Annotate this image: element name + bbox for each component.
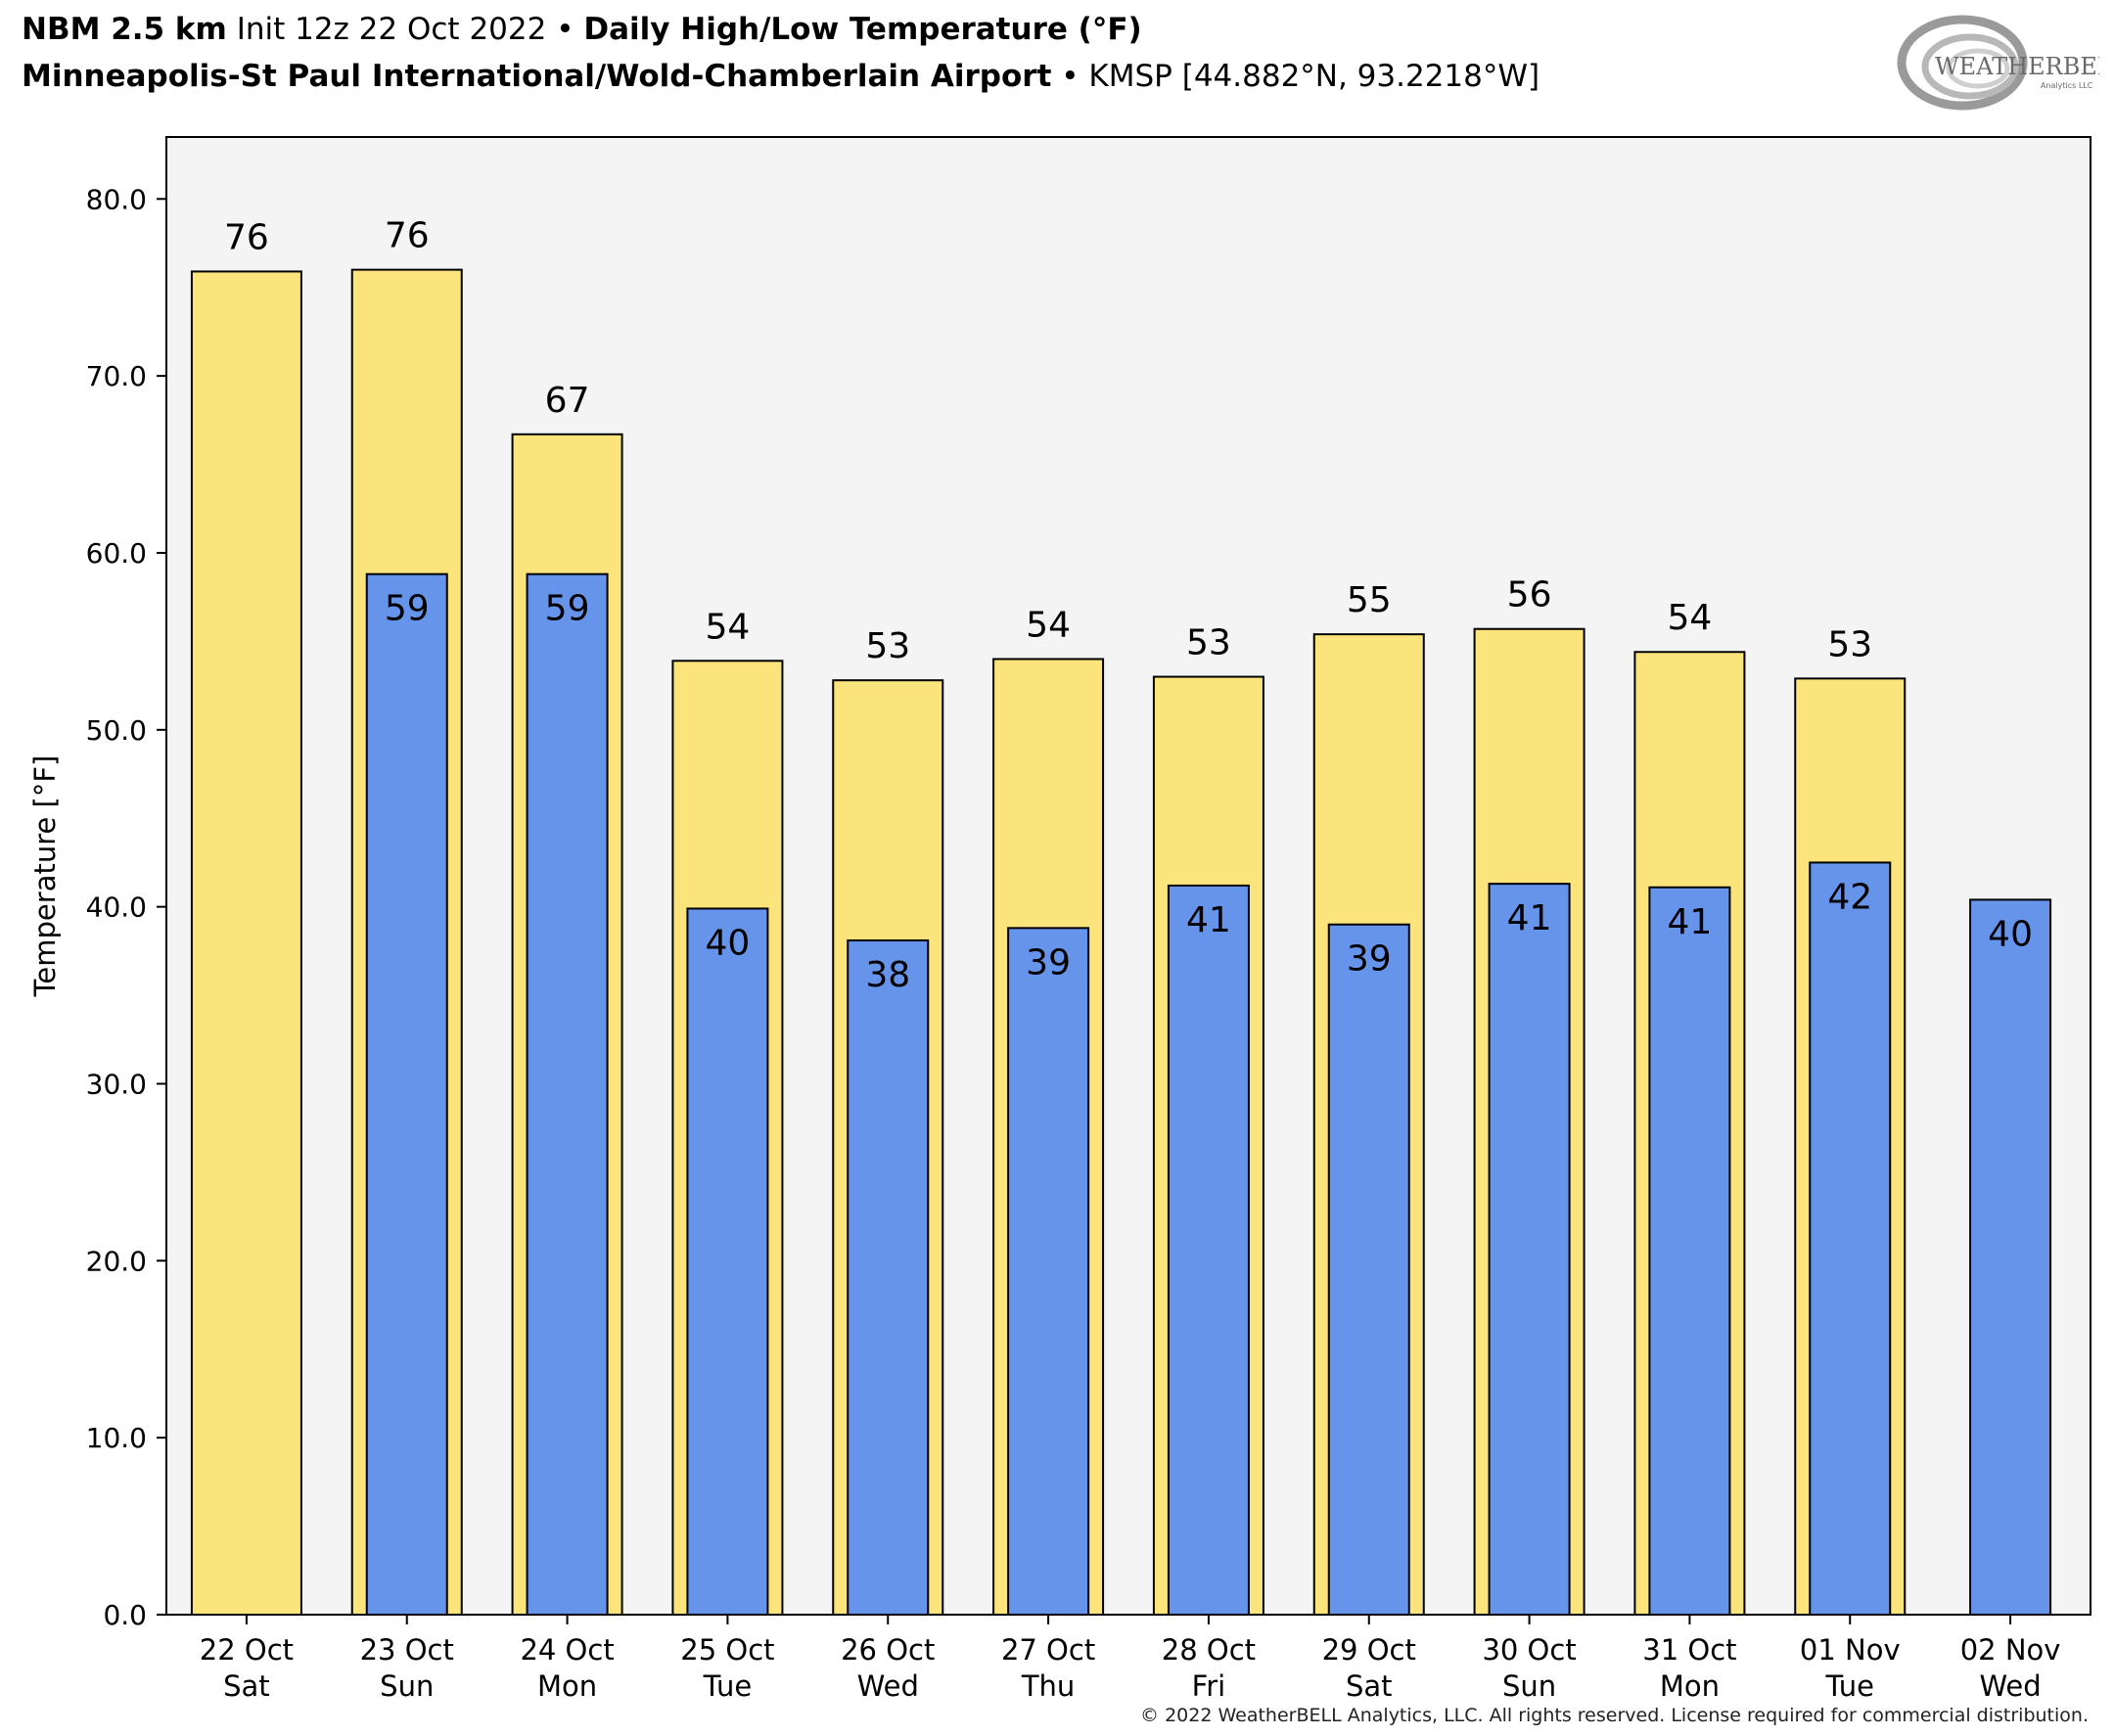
y-tick-label: 50.0 [86, 714, 147, 747]
x-tick-label-day: Thu [1021, 1669, 1075, 1703]
x-tick-label-date: 31 Oct [1642, 1633, 1736, 1667]
subtitle-separator: • [1061, 59, 1080, 94]
copyright-notice: © 2022 WeatherBELL Analytics, LLC. All r… [1140, 1705, 2089, 1726]
svg-text:Analytics LLC: Analytics LLC [2041, 81, 2093, 90]
plot-frame [165, 136, 2091, 1616]
x-tick-label-day: Sat [1346, 1669, 1393, 1703]
low-value-label: 42 [1827, 877, 1872, 917]
y-tick-label: 40.0 [86, 891, 147, 924]
product-name: Daily High/Low Temperature (°F) [583, 12, 1142, 47]
y-tick-label: 60.0 [86, 537, 147, 570]
x-tick-label-day: Mon [537, 1669, 597, 1703]
chart-title: NBM 2.5 km Init 12z 22 Oct 2022 • Daily … [22, 12, 1142, 47]
x-tick-label-day: Sun [380, 1669, 434, 1703]
high-value-label: 53 [1827, 624, 1872, 664]
y-tick-label: 20.0 [86, 1245, 147, 1277]
x-tick-label-date: 27 Oct [1001, 1633, 1095, 1667]
low-value-label: 41 [1186, 900, 1231, 940]
x-tick-label-date: 30 Oct [1482, 1633, 1576, 1667]
low-bar [1007, 927, 1090, 1616]
low-value-label: 59 [385, 589, 430, 629]
y-tick-label: 10.0 [86, 1422, 147, 1454]
low-value-label: 41 [1668, 902, 1713, 942]
low-bar [847, 939, 930, 1616]
init-time: Init 12z 22 Oct 2022 [236, 12, 547, 47]
x-tick-label-day: Wed [1979, 1669, 2041, 1703]
x-tick-label-date: 23 Oct [360, 1633, 454, 1667]
x-tick-label-date: 29 Oct [1322, 1633, 1416, 1667]
high-value-label: 56 [1507, 575, 1552, 616]
svg-text:WEATHERBELL: WEATHERBELL [1935, 53, 2099, 80]
high-value-label: 55 [1347, 580, 1392, 620]
low-bar [1809, 861, 1892, 1616]
station-info: KMSP [44.882°N, 93.2218°W] [1088, 59, 1540, 94]
y-tick-label: 80.0 [86, 183, 147, 215]
model-name: NBM 2.5 km [22, 12, 227, 47]
low-value-label: 40 [1988, 914, 2033, 954]
high-value-label: 54 [1026, 605, 1071, 645]
low-bar [686, 907, 769, 1616]
station-name: Minneapolis-St Paul International/Wold-C… [22, 59, 1052, 94]
x-tick-label-day: Sun [1502, 1669, 1556, 1703]
high-value-label: 67 [545, 381, 590, 421]
x-tick-label-date: 24 Oct [520, 1633, 614, 1667]
low-value-label: 59 [545, 589, 590, 629]
high-value-label: 54 [1668, 598, 1713, 638]
low-bar [1648, 886, 1731, 1616]
x-tick-label-date: 25 Oct [680, 1633, 774, 1667]
x-tick-label-day: Tue [1824, 1669, 1874, 1703]
y-axis-label: Temperature [°F] [28, 755, 62, 998]
plot-area [166, 137, 2091, 1615]
y-tick-label: 30.0 [86, 1068, 147, 1100]
high-value-label: 54 [706, 607, 751, 647]
x-tick-label-date: 01 Nov [1800, 1633, 1901, 1667]
low-bar [1969, 898, 2052, 1616]
x-tick-label-day: Wed [857, 1669, 919, 1703]
chart-subtitle: Minneapolis-St Paul International/Wold-C… [22, 59, 1540, 94]
y-tick-label: 0.0 [103, 1599, 147, 1631]
low-value-label: 39 [1026, 942, 1071, 982]
high-value-label: 76 [224, 217, 269, 257]
high-value-label: 53 [1186, 623, 1231, 663]
low-bar [1327, 923, 1410, 1616]
weatherbell-logo: WEATHERBELL Analytics LLC [1897, 15, 2099, 111]
high-value-label: 53 [865, 626, 910, 666]
x-tick-label-day: Mon [1660, 1669, 1720, 1703]
x-tick-label-day: Tue [703, 1669, 753, 1703]
high-value-label: 76 [385, 216, 430, 256]
x-tick-label-day: Sat [223, 1669, 270, 1703]
low-value-label: 41 [1507, 898, 1552, 938]
low-bar [1167, 884, 1250, 1616]
x-tick-label-date: 28 Oct [1162, 1633, 1256, 1667]
x-tick-label-day: Fri [1192, 1669, 1226, 1703]
x-tick-label-date: 22 Oct [200, 1633, 294, 1667]
low-value-label: 39 [1347, 939, 1392, 980]
title-separator: • [556, 12, 574, 47]
low-value-label: 40 [706, 923, 751, 963]
low-bar [526, 572, 609, 1616]
low-value-label: 38 [865, 955, 910, 995]
y-tick-label: 70.0 [86, 360, 147, 392]
x-tick-label-date: 26 Oct [841, 1633, 935, 1667]
high-bar [190, 270, 302, 1616]
x-tick-label-date: 02 Nov [1960, 1633, 2061, 1667]
low-bar [1488, 883, 1571, 1616]
low-bar [365, 572, 448, 1616]
